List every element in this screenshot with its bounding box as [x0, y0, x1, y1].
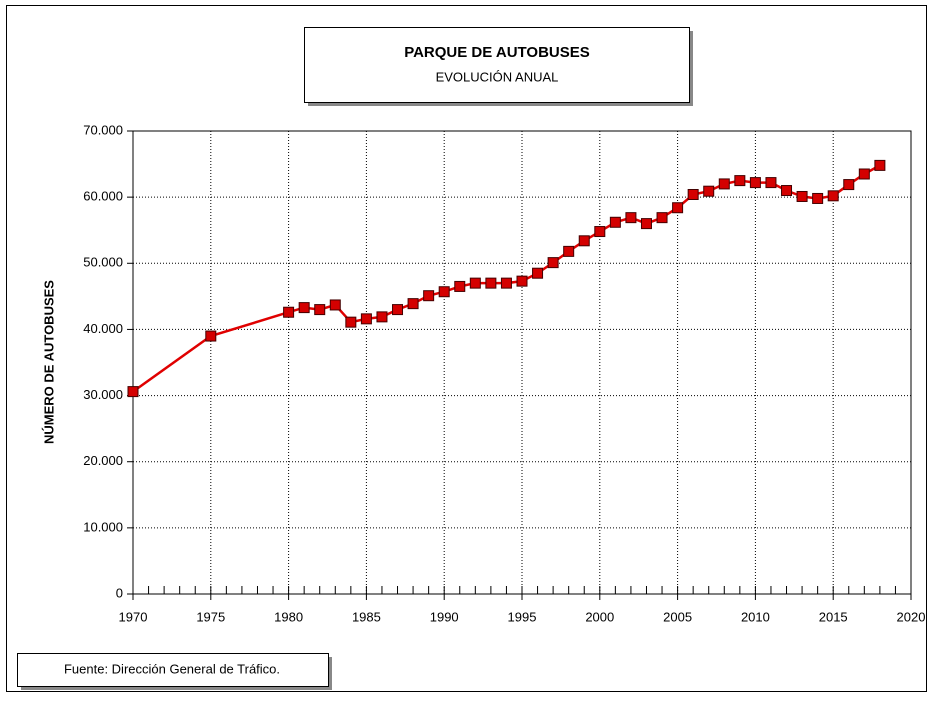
data-point — [376, 311, 388, 323]
frame — [6, 5, 927, 692]
data-point — [827, 190, 839, 202]
data-point — [469, 277, 481, 289]
data-point — [392, 304, 404, 316]
y-tick-label: 10.000 — [83, 519, 123, 534]
data-point — [781, 185, 793, 197]
data-point — [454, 280, 466, 292]
data-point — [298, 302, 310, 314]
data-point — [329, 299, 341, 311]
data-point — [547, 257, 559, 269]
x-tick-label: 1985 — [352, 609, 381, 624]
data-point — [718, 178, 730, 190]
data-point — [407, 298, 419, 310]
data-point — [672, 202, 684, 214]
data-point — [625, 212, 637, 224]
data-point — [563, 245, 575, 257]
data-point — [485, 277, 497, 289]
data-point — [874, 159, 886, 171]
y-tick-label: 60.000 — [83, 189, 123, 204]
data-point — [703, 185, 715, 197]
data-point — [127, 386, 139, 398]
x-tick-label: 1975 — [196, 609, 225, 624]
y-tick-label: 0 — [116, 585, 123, 600]
x-tick-label: 1990 — [430, 609, 459, 624]
y-tick-label: 20.000 — [83, 453, 123, 468]
data-point — [796, 190, 808, 202]
data-point — [205, 330, 217, 342]
data-point — [812, 192, 824, 204]
x-tick-label: 1995 — [508, 609, 537, 624]
data-point — [656, 212, 668, 224]
source-note: Fuente: Dirección General de Tráfico. — [64, 661, 280, 676]
title-box — [304, 27, 690, 103]
y-tick-label: 30.000 — [83, 387, 123, 402]
data-point — [500, 277, 512, 289]
data-point — [609, 216, 621, 228]
y-axis-label: NÚMERO DE AUTOBUSES — [41, 280, 56, 444]
x-tick-label: 2000 — [585, 609, 614, 624]
data-point — [858, 168, 870, 180]
data-point — [843, 179, 855, 191]
data-point — [314, 304, 326, 316]
data-point — [360, 313, 372, 325]
x-tick-label: 2010 — [741, 609, 770, 624]
data-point — [438, 286, 450, 298]
y-tick-label: 40.000 — [83, 321, 123, 336]
x-tick-label: 1980 — [274, 609, 303, 624]
data-point — [345, 316, 357, 328]
data-point — [578, 235, 590, 247]
y-tick-label: 50.000 — [83, 255, 123, 270]
data-point — [516, 275, 528, 287]
data-point — [640, 218, 652, 230]
data-point — [734, 175, 746, 187]
source-box — [17, 653, 329, 687]
data-point — [749, 177, 761, 189]
x-tick-label: 2015 — [819, 609, 848, 624]
chart-subtitle: EVOLUCIÓN ANUAL — [436, 69, 559, 84]
chart-title: PARQUE DE AUTOBUSES — [404, 44, 590, 61]
plot-border — [132, 130, 912, 595]
x-tick-label: 1970 — [119, 609, 148, 624]
y-tick-label: 70.000 — [83, 122, 123, 137]
data-point — [532, 267, 544, 279]
data-point — [594, 226, 606, 238]
x-tick-label: 2005 — [663, 609, 692, 624]
data-point — [687, 188, 699, 200]
data-point — [283, 306, 295, 318]
x-tick-label: 2020 — [897, 609, 926, 624]
data-point — [423, 290, 435, 302]
data-point — [765, 177, 777, 189]
